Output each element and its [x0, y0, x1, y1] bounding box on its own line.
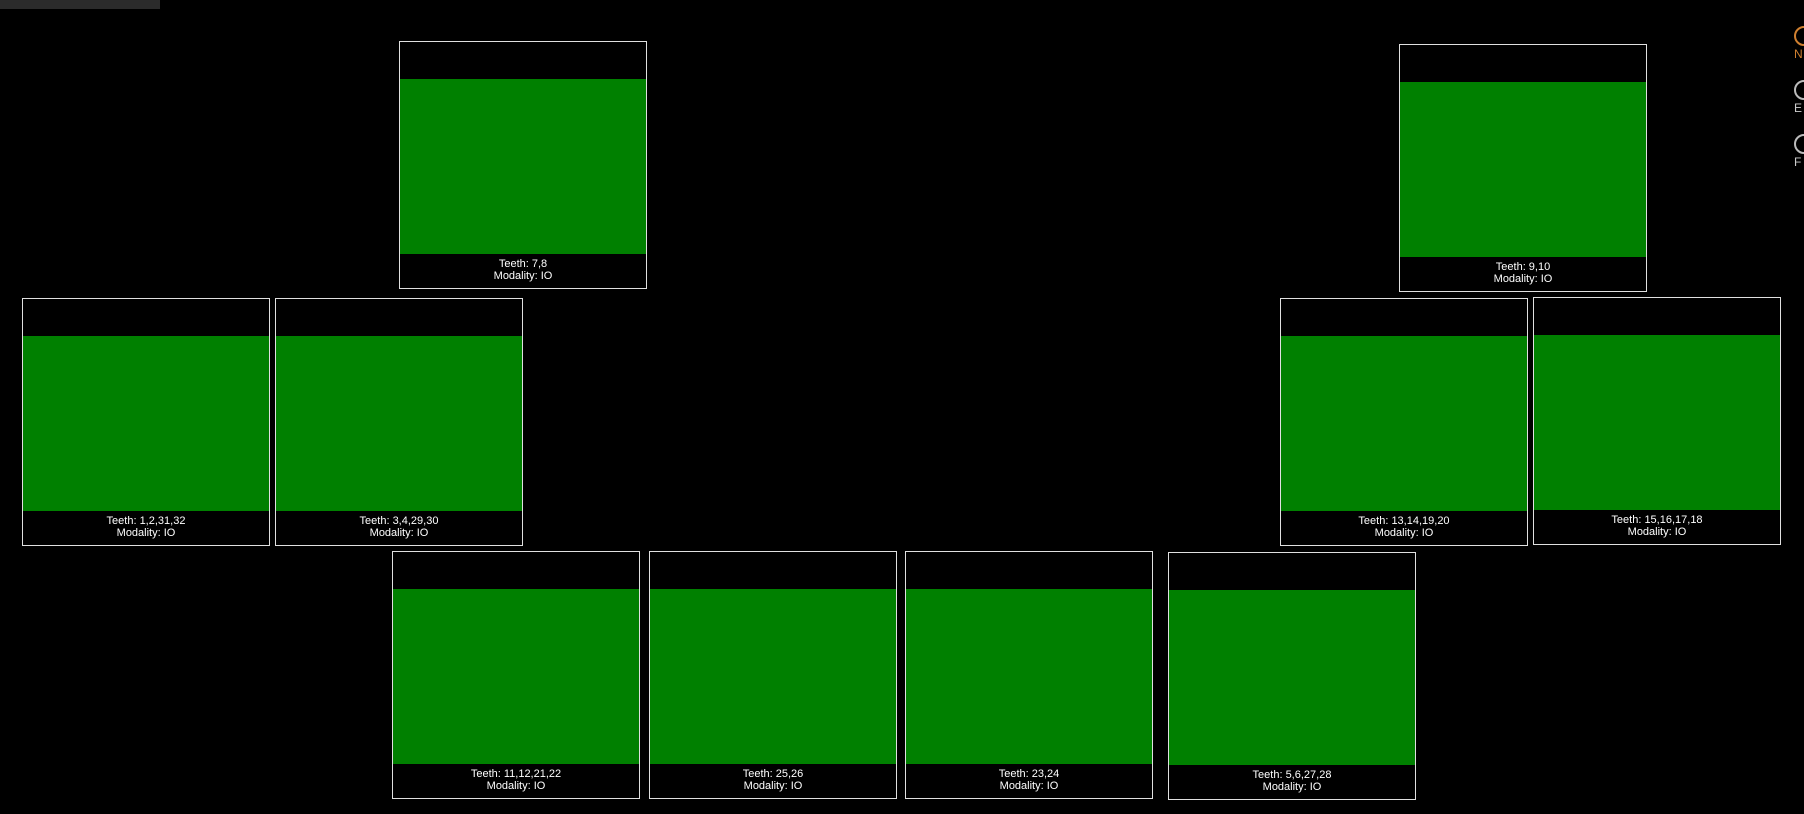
xray-slot-teeth-5-6-27-28[interactable]: Teeth: 5,6,27,28 Modality: IO: [1168, 552, 1416, 800]
slot-teeth-label: Teeth: 13,14,19,20: [1358, 515, 1450, 527]
slot-teeth-label: Teeth: 1,2,31,32: [106, 515, 186, 527]
xray-slot-teeth-7-8[interactable]: Teeth: 7,8 Modality: IO: [399, 41, 647, 289]
xray-slot-teeth-13-14-19-20[interactable]: Teeth: 13,14,19,20 Modality: IO: [1280, 298, 1528, 546]
slot-caption: Teeth: 1,2,31,32 Modality: IO: [23, 515, 269, 539]
slot-teeth-label: Teeth: 5,6,27,28: [1252, 769, 1332, 781]
slot-modality-label: Modality: IO: [1262, 781, 1322, 793]
side-option-label: F: [1794, 155, 1802, 169]
slot-modality-label: Modality: IO: [486, 780, 546, 792]
slot-caption: Teeth: 7,8 Modality: IO: [400, 258, 646, 282]
slot-teeth-label: Teeth: 9,10: [1495, 261, 1551, 273]
xray-image-placeholder: [276, 336, 522, 511]
side-option-label: N: [1794, 47, 1803, 61]
slot-modality-label: Modality: IO: [369, 527, 429, 539]
xray-image-placeholder: [1400, 82, 1646, 257]
side-option-panel: N E F: [1792, 0, 1804, 200]
slot-modality-label: Modality: IO: [1627, 526, 1687, 538]
slot-caption: Teeth: 3,4,29,30 Modality: IO: [276, 515, 522, 539]
xray-slot-teeth-15-16-17-18[interactable]: Teeth: 15,16,17,18 Modality: IO: [1533, 297, 1781, 545]
slot-caption: Teeth: 23,24 Modality: IO: [906, 768, 1152, 792]
slot-modality-label: Modality: IO: [493, 270, 553, 282]
xray-image-placeholder: [23, 336, 269, 511]
xray-image-placeholder: [1281, 336, 1527, 511]
xray-slot-teeth-11-12-21-22[interactable]: Teeth: 11,12,21,22 Modality: IO: [392, 551, 640, 799]
xray-slot-teeth-3-4-29-30[interactable]: Teeth: 3,4,29,30 Modality: IO: [275, 298, 523, 546]
slot-caption: Teeth: 13,14,19,20 Modality: IO: [1281, 515, 1527, 539]
slot-caption: Teeth: 9,10 Modality: IO: [1400, 261, 1646, 285]
xray-slot-teeth-1-2-31-32[interactable]: Teeth: 1,2,31,32 Modality: IO: [22, 298, 270, 546]
xray-image-placeholder: [650, 589, 896, 764]
xray-image-placeholder: [1534, 335, 1780, 510]
slot-modality-label: Modality: IO: [1493, 273, 1553, 285]
slot-caption: Teeth: 11,12,21,22 Modality: IO: [393, 768, 639, 792]
slot-caption: Teeth: 25,26 Modality: IO: [650, 768, 896, 792]
slot-teeth-label: Teeth: 3,4,29,30: [359, 515, 439, 527]
slot-modality-label: Modality: IO: [1374, 527, 1434, 539]
radio-icon: [1794, 26, 1804, 46]
slot-teeth-label: Teeth: 11,12,21,22: [470, 768, 562, 780]
slot-caption: Teeth: 15,16,17,18 Modality: IO: [1534, 514, 1780, 538]
radio-icon: [1794, 134, 1804, 154]
side-option-label: E: [1794, 101, 1803, 115]
xray-image-placeholder: [393, 589, 639, 764]
side-option-e[interactable]: E: [1794, 80, 1804, 115]
top-toolbar-strip: [0, 0, 160, 9]
xray-slot-teeth-9-10[interactable]: Teeth: 9,10 Modality: IO: [1399, 44, 1647, 292]
xray-image-placeholder: [906, 589, 1152, 764]
slot-teeth-label: Teeth: 7,8: [498, 258, 548, 270]
slot-teeth-label: Teeth: 15,16,17,18: [1611, 514, 1703, 526]
slot-caption: Teeth: 5,6,27,28 Modality: IO: [1169, 769, 1415, 793]
xray-image-placeholder: [1169, 590, 1415, 765]
slot-modality-label: Modality: IO: [116, 527, 176, 539]
xray-slot-teeth-23-24[interactable]: Teeth: 23,24 Modality: IO: [905, 551, 1153, 799]
slot-modality-label: Modality: IO: [999, 780, 1059, 792]
xray-slot-teeth-25-26[interactable]: Teeth: 25,26 Modality: IO: [649, 551, 897, 799]
radio-icon: [1794, 80, 1804, 100]
slot-teeth-label: Teeth: 25,26: [742, 768, 804, 780]
side-option-n[interactable]: N: [1794, 26, 1804, 61]
xray-image-placeholder: [400, 79, 646, 254]
slot-teeth-label: Teeth: 23,24: [998, 768, 1060, 780]
side-option-f[interactable]: F: [1794, 134, 1804, 169]
slot-modality-label: Modality: IO: [743, 780, 803, 792]
